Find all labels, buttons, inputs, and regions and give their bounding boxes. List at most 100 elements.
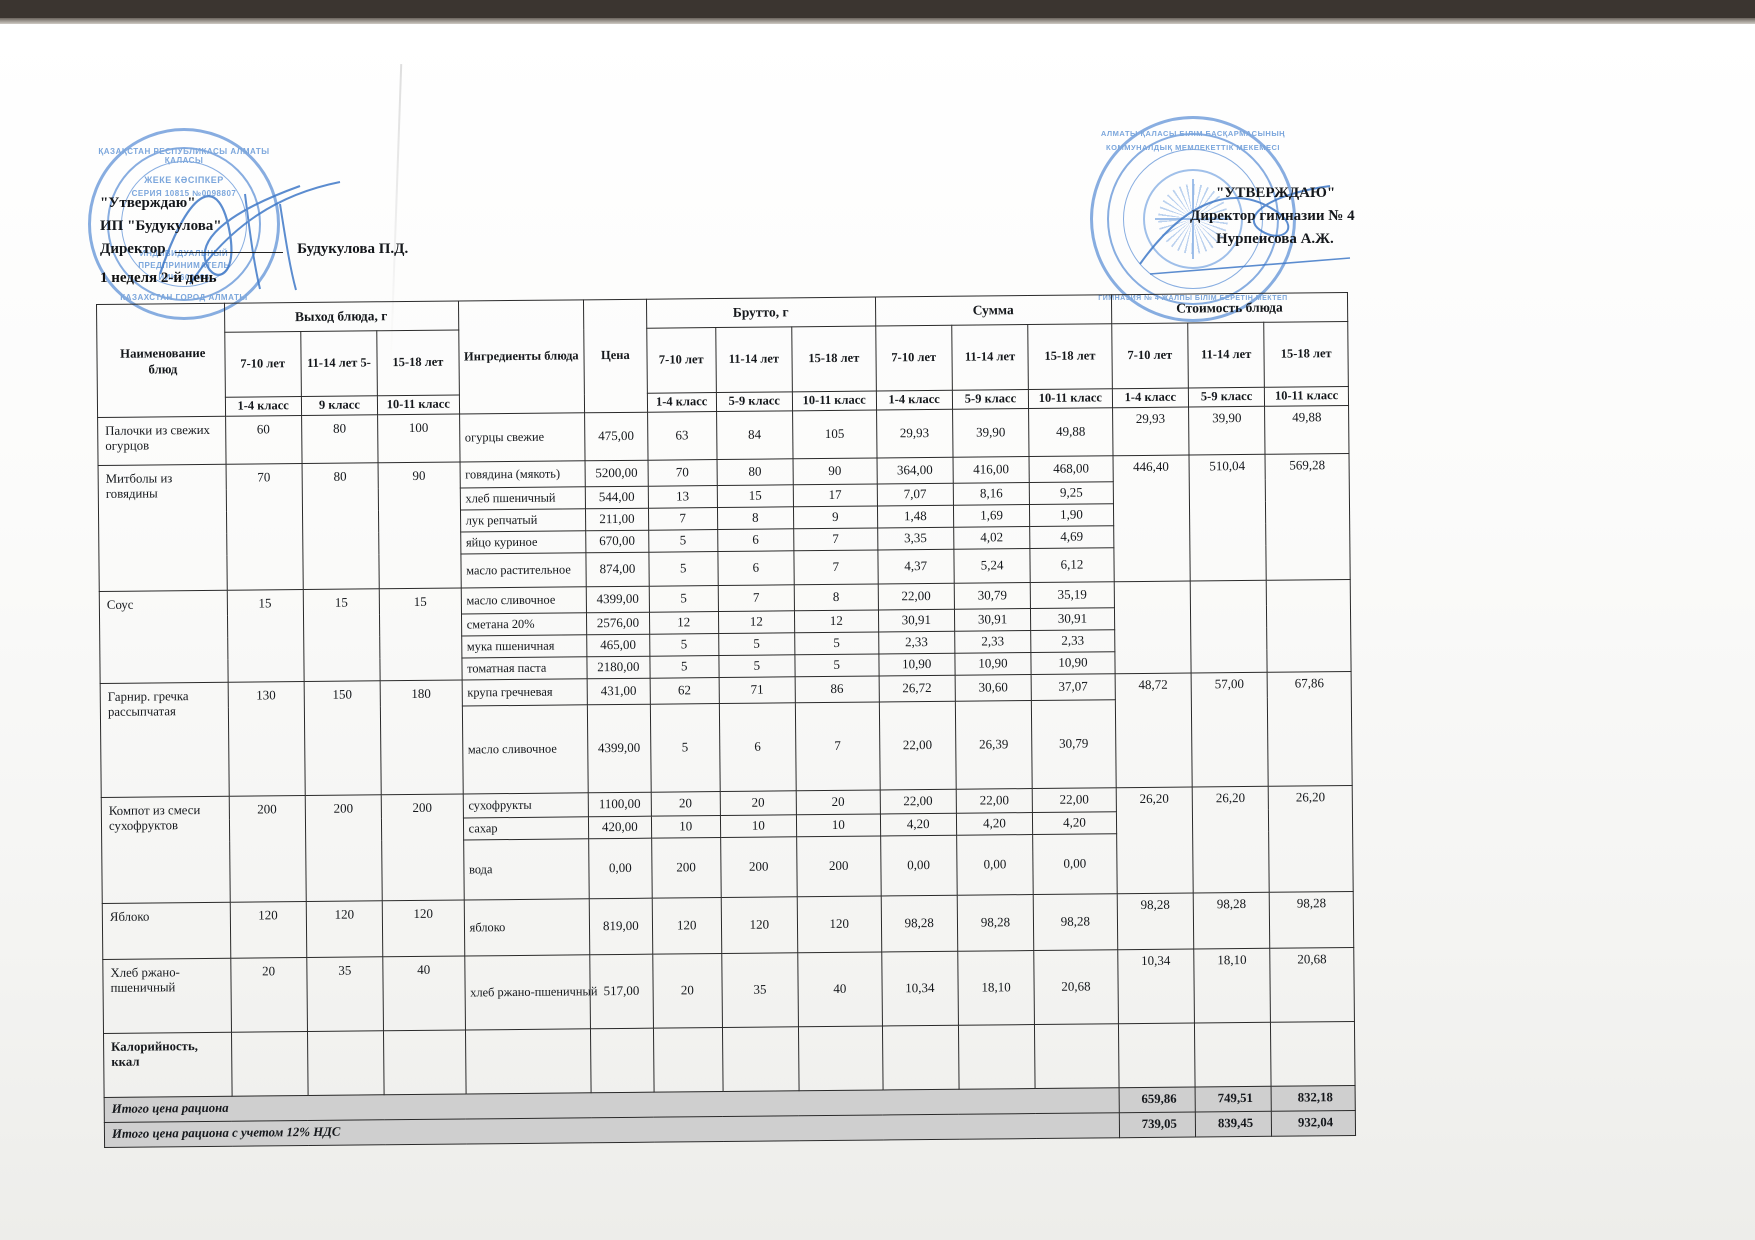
dish-cost-2: 26,20 (1192, 785, 1270, 893)
header-price: Цена (583, 299, 648, 413)
ingredient-brutto-2: 84 (716, 410, 793, 460)
calories-empty-cell (722, 1026, 800, 1092)
dish-name-cell: Митболы из говядины (98, 463, 227, 592)
dish-cost-2: 510,04 (1188, 453, 1267, 581)
ingredient-price-cell: 2180,00 (586, 655, 650, 679)
ingredient-summa-2: 30,79 (954, 582, 1031, 609)
header-yield-grade-3: 10-11 класс (377, 395, 460, 415)
dish-yield-2: 80 (301, 414, 379, 464)
dish-cost-1: 29,93 (1112, 406, 1189, 456)
dish-yield-3: 180 (380, 679, 463, 795)
approval-left-person: Будукулова П.Д. (297, 240, 409, 257)
ingredient-brutto-1: 70 (647, 459, 717, 486)
table-head: Наименование блюд Выход блюда, г Ингреди… (96, 292, 1349, 418)
ingredient-summa-3: 22,00 (1032, 787, 1117, 813)
ingredient-summa-1: 98,28 (880, 894, 958, 952)
ingredient-brutto-2: 7 (717, 584, 795, 612)
calories-empty-cell (1118, 1022, 1196, 1088)
ingredient-brutto-2: 6 (719, 702, 797, 792)
ingredient-brutto-2: 5 (718, 654, 796, 678)
header-summa-grade-2: 5-9 класс (952, 389, 1029, 409)
dish-name-cell: Хлеб ржано-пшеничный (102, 957, 231, 1034)
stamp-left-line4: ПРЕДПРИНИМАТЕЛЬ (138, 261, 230, 270)
ingredient-brutto-1: 62 (649, 677, 720, 704)
menu-table: Наименование блюд Выход блюда, г Ингреди… (96, 292, 1356, 1148)
ingredient-price-cell: 4399,00 (587, 703, 651, 793)
ingredient-summa-3: 49,88 (1028, 407, 1113, 457)
dish-yield-2: 120 (306, 900, 383, 958)
ingredient-summa-3: 10,90 (1031, 651, 1115, 675)
approval-block-right: "УТВЕРЖДАЮ" Директор гимназии № 4 Нурпеи… (1190, 182, 1355, 250)
calories-empty-cell (958, 1024, 1036, 1089)
ingredient-summa-1: 10,34 (881, 950, 959, 1026)
ingredient-summa-2: 30,60 (954, 674, 1032, 701)
dish-cost-2: 18,10 (1193, 947, 1271, 1023)
ingredient-name-cell: масло сливочное (461, 704, 589, 794)
dish-cost-1: 98,28 (1116, 892, 1194, 950)
dish-cost-3: 67,86 (1267, 671, 1353, 786)
calories-empty-cell (1270, 1021, 1356, 1086)
dish-cost-3: 98,28 (1269, 891, 1354, 948)
ingredient-price-cell: 475,00 (584, 411, 648, 461)
header-summa-age-3: 15-18 лет (1027, 323, 1113, 390)
ingredient-summa-3: 0,00 (1032, 833, 1117, 895)
ingredient-brutto-2: 6 (717, 528, 794, 552)
dish-cost-2 (1190, 579, 1268, 673)
ingredient-price-cell: 431,00 (587, 677, 651, 705)
ingredient-summa-2: 39,90 (952, 408, 1030, 457)
header-summa-group: Сумма (875, 294, 1112, 327)
dish-cost-2: 57,00 (1191, 671, 1269, 787)
ingredient-summa-1: 22,00 (877, 582, 955, 610)
signature-line-left (175, 239, 284, 253)
ingredient-price-cell: 4399,00 (586, 585, 650, 613)
ingredient-brutto-3: 105 (792, 409, 877, 459)
header-yield-grade-2: 9 класс (301, 395, 378, 416)
ingredient-summa-1: 4,20 (879, 812, 957, 836)
header-yield-group: Выход блюда, г (223, 301, 459, 333)
ingredient-name-cell: хлеб пшеничный (459, 486, 586, 510)
scanner-top-band (0, 0, 1755, 24)
ingredient-summa-3: 2,33 (1030, 629, 1115, 653)
ingredient-brutto-2: 120 (720, 896, 798, 954)
ingredient-brutto-1: 5 (648, 585, 719, 612)
calories-empty-cell (653, 1027, 723, 1092)
approval-right-line2: Директор гимназии № 4 (1190, 207, 1355, 224)
dish-cost-2: 98,28 (1193, 891, 1271, 949)
dish-yield-1: 120 (229, 901, 307, 958)
ingredient-summa-3: 4,20 (1032, 811, 1117, 835)
total-value-2: 749,51 (1195, 1085, 1272, 1112)
ingredient-summa-1: 30,91 (878, 608, 955, 632)
ingredient-summa-3: 98,28 (1033, 893, 1118, 951)
ingredient-name-cell: мука пшеничная (461, 634, 587, 658)
stamp-left-arc-top: ҚАЗАҚСТАН РЕСПУБЛИКАСЫ АЛМАТЫ ҚАЛАСЫ (98, 147, 270, 165)
ingredient-brutto-3: 8 (794, 583, 879, 611)
ingredient-brutto-2: 12 (718, 610, 795, 634)
ingredient-brutto-3: 12 (794, 609, 879, 633)
ingredient-name-cell: говядина (мякоть) (459, 460, 586, 488)
ingredient-brutto-2: 35 (721, 952, 799, 1028)
ingredient-brutto-3: 17 (793, 483, 878, 507)
gymnasium-4-stamp: АЛМАТЫ ҚАЛАСЫ БІЛІМ БАСҚАРМАСЫНЫҢ КОММУН… (1090, 116, 1296, 322)
dish-yield-1: 15 (226, 589, 304, 682)
dish-cost-3: 49,88 (1264, 405, 1349, 454)
dish-yield-3: 200 (381, 793, 464, 901)
ingredient-price-cell: 1100,00 (588, 791, 652, 817)
ingredient-summa-1: 3,35 (877, 526, 954, 550)
calories-label-cell: Калорийность, ккал (103, 1031, 232, 1098)
header-brutto-age-2: 11-14 лет (715, 326, 793, 393)
ingredient-brutto-3: 200 (796, 835, 881, 897)
calories-empty-cell (798, 1025, 883, 1091)
dish-yield-3: 120 (382, 899, 465, 957)
ingredient-price-cell: 0,00 (588, 837, 652, 899)
document-page: ҚАЗАҚСТАН РЕСПУБЛИКАСЫ АЛМАТЫ ҚАЛАСЫ ЖЕК… (0, 24, 1755, 1240)
stamp-left-line2: СЕРИЯ 10815 №0098807 (131, 189, 237, 198)
state-emblem-icon (1143, 169, 1243, 269)
ingredient-brutto-2: 20 (719, 790, 797, 816)
ingredient-brutto-1: 120 (651, 897, 722, 954)
ingredient-brutto-3: 7 (795, 701, 880, 791)
ingredient-summa-3: 35,19 (1030, 581, 1115, 609)
ingredient-brutto-2: 71 (718, 676, 796, 704)
ingredient-summa-1: 22,00 (878, 700, 957, 790)
ingredient-price-cell: 465,00 (586, 633, 650, 657)
ip-budukulova-stamp: ҚАЗАҚСТАН РЕСПУБЛИКАСЫ АЛМАТЫ ҚАЛАСЫ ЖЕК… (88, 128, 280, 320)
